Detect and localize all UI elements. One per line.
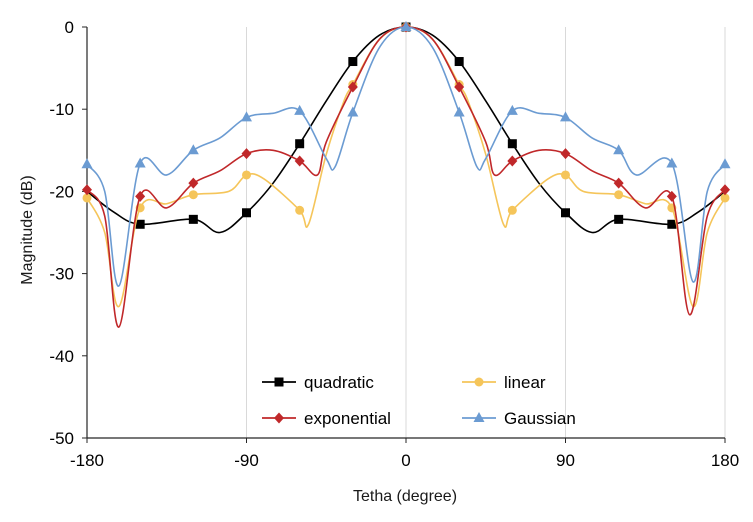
data-point-quadratic	[242, 208, 251, 218]
data-point-exponential	[347, 81, 358, 93]
data-point-gaussian	[453, 106, 465, 117]
y-axis-title: Magnitude (dB)	[19, 175, 36, 284]
legend: quadratic linear exponential Gaussian	[262, 373, 576, 428]
legend-item-linear: linear	[462, 373, 546, 392]
data-point-gaussian	[81, 158, 93, 169]
series-layer	[81, 21, 731, 328]
y-tick-label: -30	[49, 265, 74, 284]
data-point-exponential	[720, 184, 730, 196]
data-point-gaussian	[506, 104, 518, 115]
data-point-quadratic	[507, 139, 517, 149]
data-point-exponential	[294, 155, 305, 167]
y-tick-label: -10	[49, 100, 74, 119]
data-point-linear	[295, 205, 305, 215]
tick-layer: 0 -10 -20 -30 -40 -50 -180 -90 0 90 180	[49, 18, 739, 470]
data-point-exponential	[666, 190, 677, 202]
data-point-quadratic	[135, 219, 145, 229]
data-point-gaussian	[666, 157, 678, 168]
y-tick-label: 0	[65, 18, 74, 37]
legend-marker-linear	[474, 377, 484, 387]
data-point-gaussian	[347, 106, 359, 117]
data-point-exponential	[82, 184, 92, 196]
data-point-quadratic	[614, 214, 624, 224]
legend-marker-quadratic	[274, 377, 284, 387]
data-point-linear	[720, 193, 730, 203]
data-point-gaussian	[719, 158, 731, 169]
data-point-gaussian	[134, 157, 146, 168]
legend-item-exponential: exponential	[262, 409, 391, 428]
data-point-quadratic	[188, 214, 198, 224]
series-linear	[82, 22, 730, 308]
data-point-gaussian	[294, 104, 306, 115]
data-point-exponential	[507, 155, 518, 167]
data-point-gaussian	[187, 144, 199, 155]
data-point-linear	[614, 190, 624, 200]
legend-item-gaussian: Gaussian	[462, 409, 576, 428]
x-axis-title: Tetha (degree)	[353, 488, 457, 505]
data-point-quadratic	[295, 139, 305, 149]
data-point-linear	[561, 170, 570, 180]
x-tick-label: 90	[556, 451, 575, 470]
x-tick-label: -90	[234, 451, 259, 470]
data-point-exponential	[560, 148, 571, 160]
series-gaussian	[81, 21, 731, 287]
data-point-exponential	[135, 190, 146, 202]
data-point-exponential	[188, 177, 199, 189]
y-tick-label: -50	[49, 429, 74, 448]
grid-layer	[246, 27, 726, 438]
legend-label-gaussian: Gaussian	[504, 409, 576, 428]
y-tick-label: -40	[49, 347, 74, 366]
data-point-linear	[507, 205, 517, 215]
data-point-exponential	[454, 81, 465, 93]
y-tick-label: -20	[49, 182, 74, 201]
data-point-quadratic	[667, 219, 677, 229]
data-point-quadratic	[454, 57, 464, 67]
data-point-linear	[188, 190, 198, 200]
legend-marker-gaussian	[473, 412, 485, 422]
axes-layer	[82, 26, 726, 443]
x-tick-label: 180	[711, 451, 739, 470]
data-point-exponential	[241, 148, 252, 160]
data-point-gaussian	[400, 21, 412, 31]
data-point-quadratic	[561, 208, 570, 218]
data-point-gaussian	[560, 111, 571, 122]
data-point-linear	[242, 170, 251, 180]
legend-label-quadratic: quadratic	[304, 373, 374, 392]
x-tick-label: 0	[401, 451, 410, 470]
legend-marker-exponential	[274, 412, 284, 424]
legend-label-linear: linear	[504, 373, 546, 392]
data-point-exponential	[613, 177, 624, 189]
data-point-gaussian	[613, 144, 625, 155]
legend-item-quadratic: quadratic	[262, 373, 374, 392]
x-tick-label: -180	[70, 451, 104, 470]
data-point-quadratic	[348, 57, 358, 67]
data-point-gaussian	[241, 111, 252, 122]
data-point-linear	[82, 193, 92, 203]
legend-label-exponential: exponential	[304, 409, 391, 428]
